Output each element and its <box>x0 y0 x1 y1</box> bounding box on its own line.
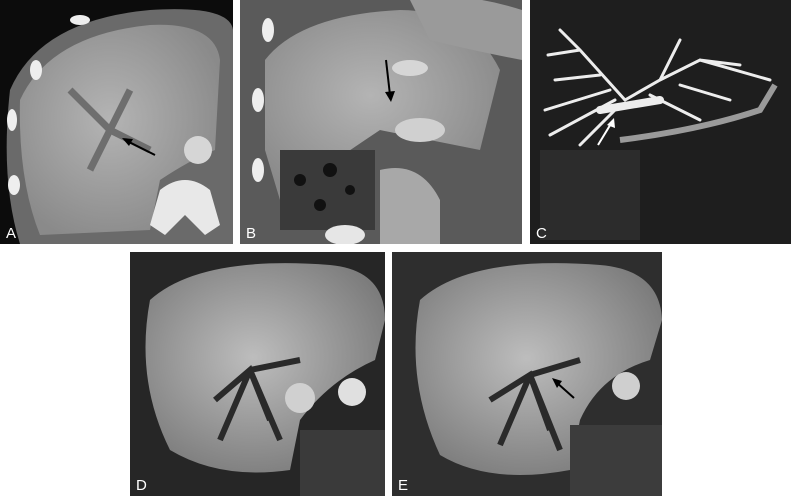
panel-label: C <box>536 225 547 242</box>
panel-label: A <box>6 225 16 242</box>
panel-c: C <box>530 0 791 244</box>
panel-d: D <box>130 252 385 496</box>
panel-label: E <box>398 477 408 494</box>
panel-label: D <box>136 477 147 494</box>
panel-label: B <box>246 225 256 242</box>
panel-e: E <box>392 252 662 496</box>
panel-b: B <box>240 0 522 244</box>
panel-a: A <box>0 0 233 244</box>
